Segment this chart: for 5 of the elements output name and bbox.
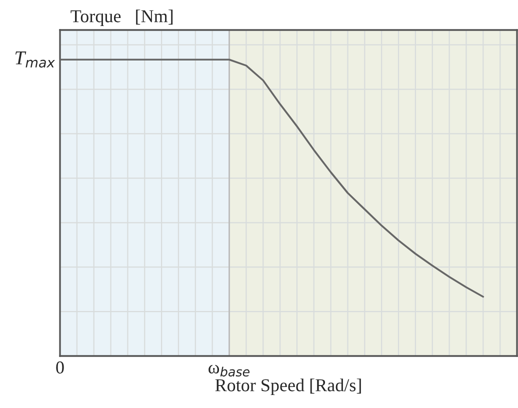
- y-axis-title: Torque [Nm]: [70, 10, 173, 26]
- x-tick-label: 0: [56, 361, 64, 374]
- x-tick-label: ω$_{base}$: [208, 364, 250, 377]
- x-axis-title: Rotor Speed [Rad/s]: [215, 378, 361, 395]
- text: T$_{max}$: [15, 51, 55, 68]
